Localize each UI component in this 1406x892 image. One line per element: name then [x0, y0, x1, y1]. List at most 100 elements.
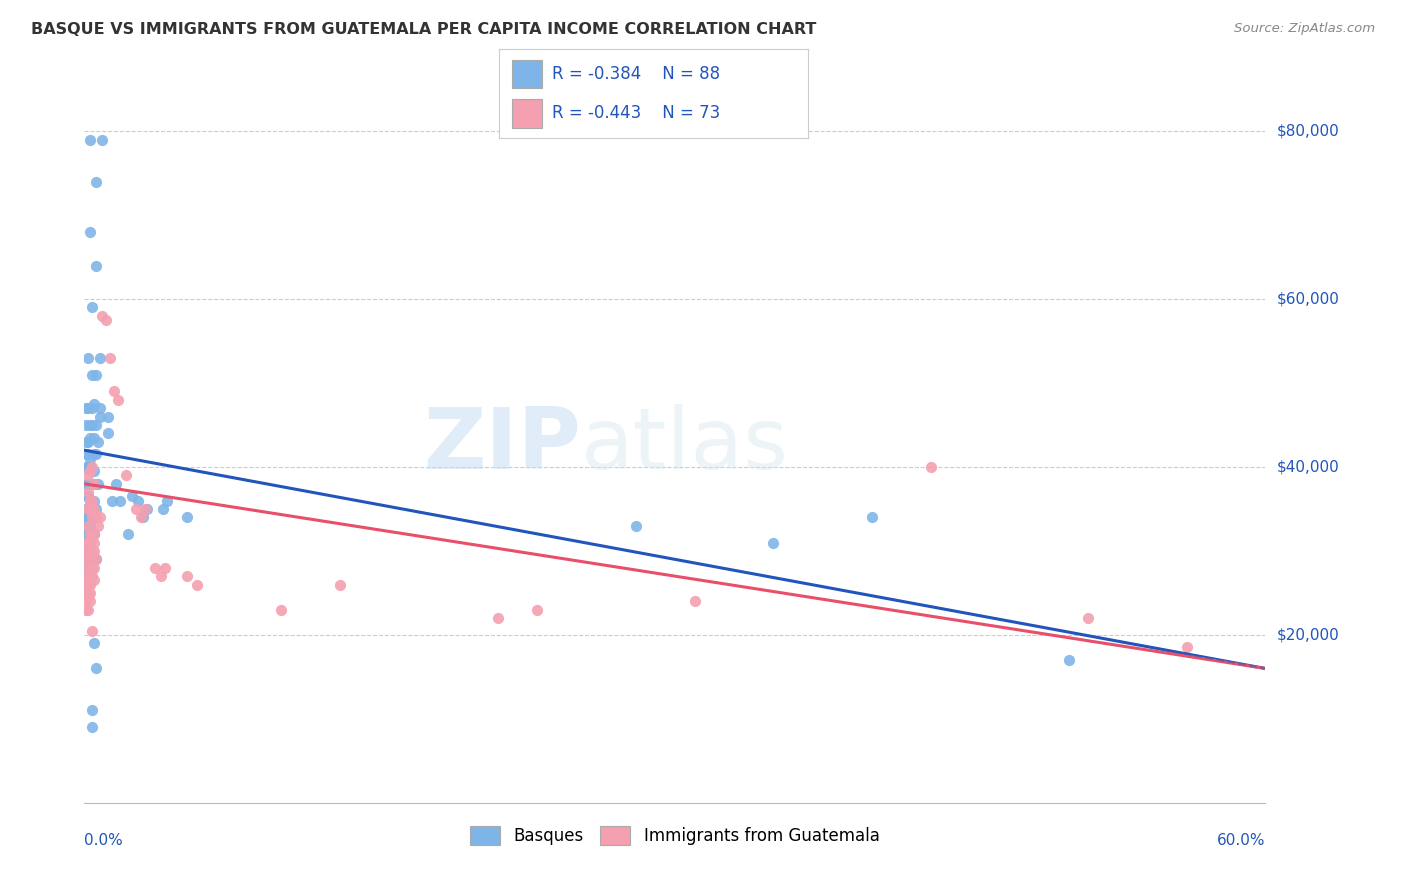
Point	[82, 544, 104, 558]
Point	[77, 577, 100, 591]
Point	[75, 518, 97, 533]
Point	[82, 401, 104, 416]
Point	[77, 569, 100, 583]
Point	[84, 510, 107, 524]
Point	[77, 401, 100, 416]
Point	[79, 417, 101, 432]
Point	[526, 603, 548, 617]
Point	[89, 401, 111, 416]
Point	[79, 527, 101, 541]
Point	[79, 502, 101, 516]
Point	[75, 476, 97, 491]
Point	[83, 447, 105, 461]
Point	[270, 603, 292, 617]
Point	[624, 518, 647, 533]
Point	[84, 502, 107, 516]
Point	[83, 527, 105, 541]
Point	[82, 301, 104, 315]
Point	[486, 611, 509, 625]
Point	[136, 502, 159, 516]
Point	[79, 451, 101, 466]
Point	[153, 560, 176, 574]
Text: $60,000: $60,000	[1277, 292, 1340, 307]
Point	[79, 476, 101, 491]
Point	[83, 431, 105, 445]
Point	[75, 535, 97, 549]
Point	[87, 518, 110, 533]
Point	[84, 368, 107, 382]
Point	[97, 409, 120, 424]
Point	[82, 460, 104, 475]
Text: $80,000: $80,000	[1277, 124, 1340, 138]
Point	[82, 624, 104, 638]
Point	[84, 552, 107, 566]
Point	[1175, 640, 1198, 655]
Point	[79, 460, 101, 475]
Point	[152, 502, 174, 516]
Text: R = -0.384    N = 88: R = -0.384 N = 88	[551, 65, 720, 83]
Point	[83, 560, 105, 574]
Point	[82, 417, 104, 432]
Point	[77, 518, 100, 533]
Point	[77, 468, 100, 483]
Point	[103, 384, 125, 399]
Point	[87, 434, 110, 449]
Point	[83, 502, 105, 516]
Point	[98, 351, 121, 365]
Point	[84, 417, 107, 432]
Point	[82, 703, 104, 717]
Point	[79, 431, 101, 445]
Point	[121, 489, 143, 503]
Point	[156, 493, 179, 508]
Point	[83, 636, 105, 650]
Point	[87, 476, 110, 491]
Point	[75, 577, 97, 591]
Point	[77, 535, 100, 549]
Text: $40,000: $40,000	[1277, 459, 1340, 475]
Point	[329, 577, 352, 591]
Point	[94, 313, 117, 327]
Text: BASQUE VS IMMIGRANTS FROM GUATEMALA PER CAPITA INCOME CORRELATION CHART: BASQUE VS IMMIGRANTS FROM GUATEMALA PER …	[31, 22, 817, 37]
Point	[83, 397, 105, 411]
Point	[79, 225, 101, 239]
Point	[79, 544, 101, 558]
Point	[89, 351, 111, 365]
Point	[79, 594, 101, 608]
Point	[83, 464, 105, 478]
Point	[77, 590, 100, 604]
Point	[75, 447, 97, 461]
Point	[79, 493, 101, 508]
Point	[89, 409, 111, 424]
Point	[82, 720, 104, 734]
Point	[79, 535, 101, 549]
Point	[77, 447, 100, 461]
Point	[683, 594, 706, 608]
Point	[79, 560, 101, 574]
Point	[75, 434, 97, 449]
Point	[79, 548, 101, 562]
Point	[77, 434, 100, 449]
Point	[97, 426, 120, 441]
Point	[83, 535, 105, 549]
Point	[77, 552, 100, 566]
Point	[107, 392, 129, 407]
Point	[75, 510, 97, 524]
Point	[77, 552, 100, 566]
Point	[117, 527, 139, 541]
Point	[77, 518, 100, 533]
Text: Source: ZipAtlas.com: Source: ZipAtlas.com	[1234, 22, 1375, 36]
Point	[134, 502, 156, 516]
Point	[75, 560, 97, 574]
Point	[77, 476, 100, 491]
Point	[79, 132, 101, 146]
Point	[79, 493, 101, 508]
Point	[131, 510, 153, 524]
Point	[82, 510, 104, 524]
Point	[75, 489, 97, 503]
Point	[132, 510, 155, 524]
Point	[77, 527, 100, 541]
Point	[79, 535, 101, 549]
Point	[77, 351, 100, 365]
Point	[91, 132, 114, 146]
Point	[176, 510, 198, 524]
